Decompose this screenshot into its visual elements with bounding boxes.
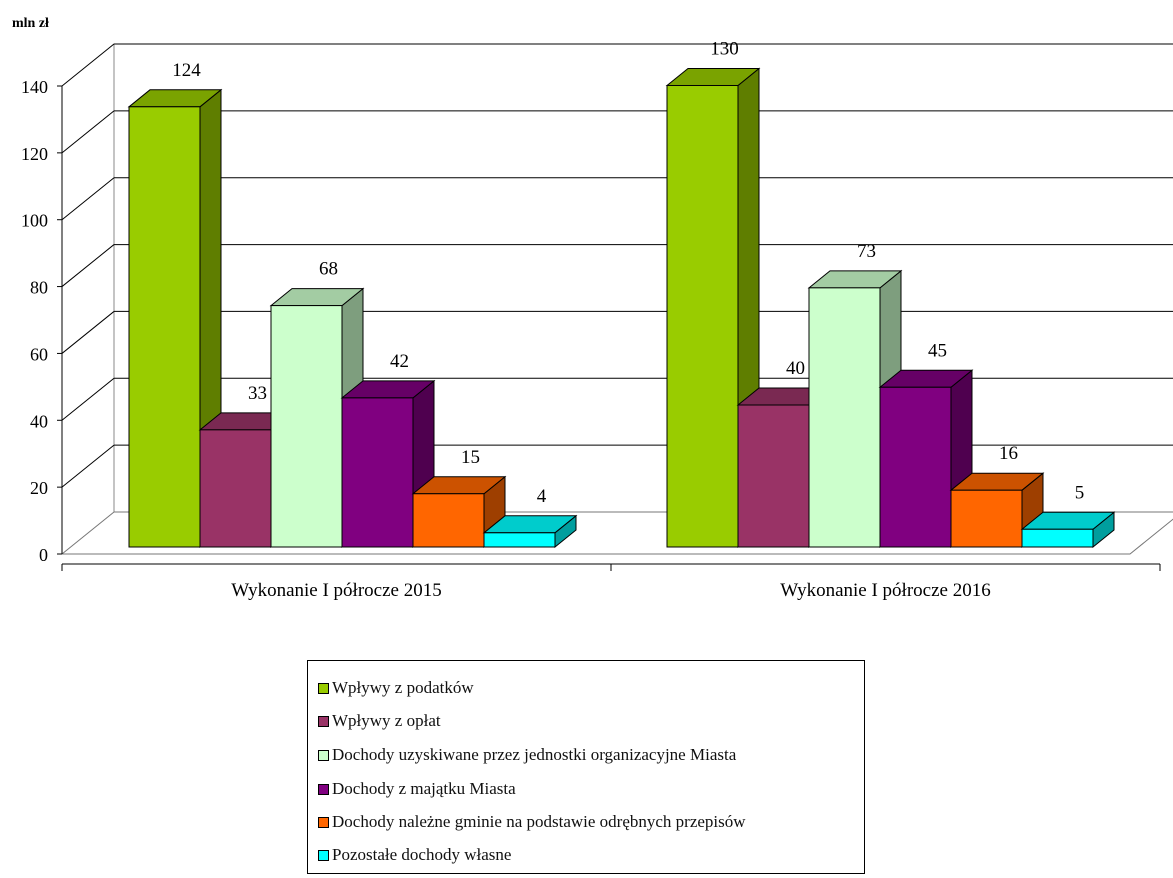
legend-label-other: Pozostałe dochody własne bbox=[332, 845, 512, 864]
legend-label-statutory: Dochody należne gminie na podstawie odrę… bbox=[332, 812, 746, 831]
y-tick-label-6: 120 bbox=[21, 144, 48, 164]
data-label-dochody-z-majatku-miasta-1: 42 bbox=[390, 351, 409, 372]
y-tick-label-5: 100 bbox=[21, 211, 48, 231]
bar-wplywy-z-podatkow-2 bbox=[666, 85, 739, 548]
data-label-wplywy-z-oplat-1: 33 bbox=[248, 383, 267, 404]
legend-item-other: Pozostałe dochody własne bbox=[318, 845, 511, 865]
legend-swatch-statutory bbox=[318, 816, 329, 828]
gridline-side-100 bbox=[61, 177, 115, 221]
legend-label-units: Dochody uzyskiwane przez jednostki organ… bbox=[332, 745, 737, 764]
bar-wplywy-z-oplat-1 bbox=[199, 429, 272, 548]
legend-item-property: Dochody z majątku Miasta bbox=[318, 779, 516, 799]
legend-item-statutory: Dochody należne gminie na podstawie odrę… bbox=[318, 812, 746, 832]
unit-label: mln zł bbox=[12, 16, 49, 31]
legend-item-taxes: Wpływy z podatków bbox=[318, 678, 474, 698]
chart-plot: 0 20 40 60 80 100 120 140 Wykonanie I półrocze 2… bbox=[21, 39, 1173, 601]
data-label-wplywy-z-podatkow-2: 130 bbox=[710, 39, 739, 60]
gridline-side-140 bbox=[61, 43, 115, 87]
legend-label-fees: Wpływy z opłat bbox=[332, 711, 441, 730]
gridline-side-20 bbox=[61, 444, 115, 488]
legend-item-fees: Wpływy z opłat bbox=[318, 711, 441, 731]
bar-pozostale-dochody-wlasne-2 bbox=[1021, 528, 1094, 548]
legend-swatch-property bbox=[318, 783, 329, 795]
data-label-wplywy-z-podatkow-1: 124 bbox=[172, 60, 201, 81]
legend-item-units: Dochody uzyskiwane przez jednostki organ… bbox=[318, 745, 736, 765]
y-tick-label-4: 80 bbox=[30, 278, 48, 298]
bar-pozostale-dochody-wlasne-1 bbox=[483, 532, 556, 548]
bar-dochody-uzyskiwane-przez-jednostki-organizacyjne-miasta-1 bbox=[270, 305, 343, 548]
legend-swatch-taxes bbox=[318, 682, 329, 694]
bar-dochody-nalezne-gminie-na-podstawie-odrebnych-przepisow-1 bbox=[412, 493, 485, 548]
data-label-dochody-uzyskiwane-przez-jednostki-organizacyjne-miasta-1: 68 bbox=[319, 259, 338, 280]
y-tick-label-0: 0 bbox=[39, 545, 48, 565]
bar-dochody-uzyskiwane-przez-jednostki-organizacyjne-miasta-2 bbox=[808, 287, 881, 548]
gridline-side-60 bbox=[61, 311, 115, 354]
data-label-dochody-z-majatku-miasta-2: 45 bbox=[928, 340, 947, 361]
gridline-side-80 bbox=[61, 244, 115, 287]
legend-swatch-fees bbox=[318, 715, 329, 727]
bar-wplywy-z-podatkow-1 bbox=[128, 106, 201, 548]
data-label-dochody-uzyskiwane-przez-jednostki-organizacyjne-miasta-2: 73 bbox=[857, 241, 876, 262]
data-label-wplywy-z-oplat-2: 40 bbox=[786, 358, 805, 379]
x-tick-label-1: Wykonanie I półrocze 2016 bbox=[780, 580, 990, 601]
data-label-dochody-nalezne-gminie-na-podstawie-odrebnych-przepisow-2: 16 bbox=[999, 443, 1018, 464]
y-tick-label-7: 140 bbox=[21, 77, 48, 97]
bar-wplywy-z-oplat-2 bbox=[737, 404, 810, 548]
bar-dochody-nalezne-gminie-na-podstawie-odrebnych-przepisow-2 bbox=[950, 489, 1023, 548]
y-tick-label-2: 40 bbox=[30, 411, 48, 431]
bar-dochody-z-majatku-miasta-1 bbox=[341, 397, 414, 548]
legend-label-taxes: Wpływy z podatków bbox=[332, 678, 474, 697]
bar-dochody-z-majatku-miasta-2 bbox=[879, 386, 952, 548]
x-tick-label-0: Wykonanie I półrocze 2015 bbox=[231, 580, 441, 601]
data-label-dochody-nalezne-gminie-na-podstawie-odrebnych-przepisow-1: 15 bbox=[461, 447, 480, 468]
legend-label-property: Dochody z majątku Miasta bbox=[332, 779, 516, 798]
y-tick-label-3: 60 bbox=[30, 344, 48, 364]
legend-swatch-other bbox=[318, 849, 329, 861]
data-label-pozostale-dochody-wlasne-1: 4 bbox=[537, 486, 547, 507]
y-tick-label-1: 20 bbox=[30, 478, 48, 498]
gridline-side-120 bbox=[61, 110, 115, 154]
legend: Wpływy z podatków Wpływy z opłat Dochody… bbox=[307, 660, 865, 874]
legend-swatch-units bbox=[318, 749, 329, 761]
data-label-pozostale-dochody-wlasne-2: 5 bbox=[1075, 482, 1085, 503]
gridline-side-40 bbox=[61, 377, 115, 421]
